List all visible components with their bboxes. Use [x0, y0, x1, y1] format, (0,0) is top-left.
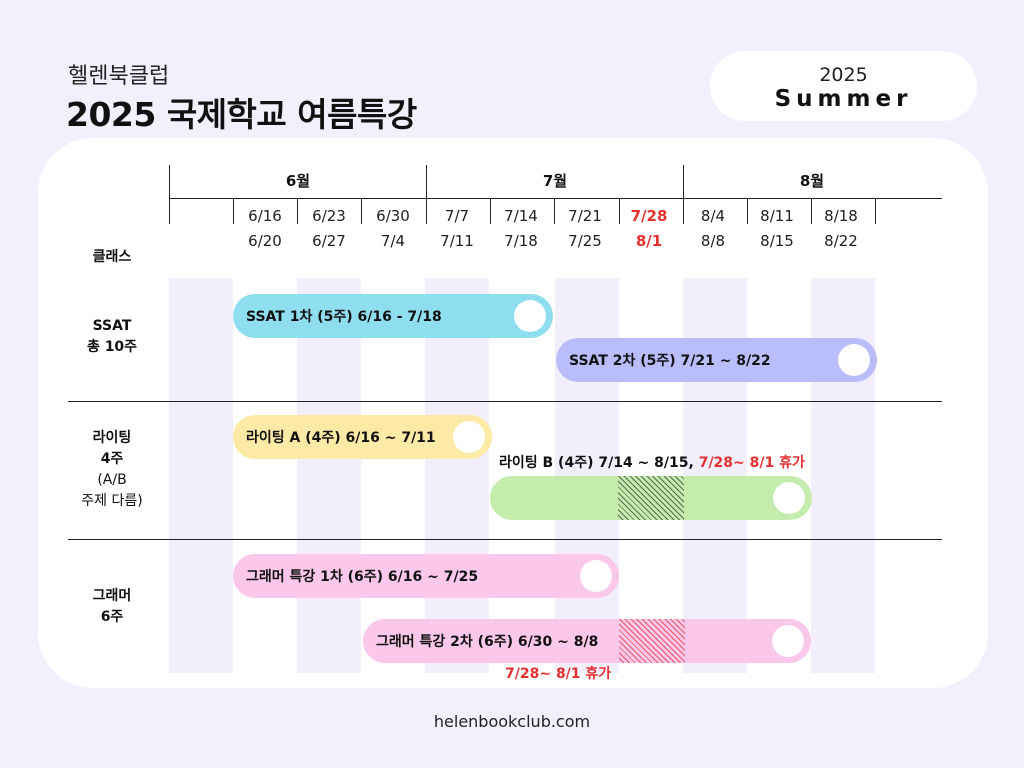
week-tick: [297, 198, 298, 224]
bar-end-dot: [580, 560, 612, 592]
row-label-ssat: SSAT 총 10주: [86, 318, 138, 355]
month-label: 8월: [799, 172, 825, 190]
writing-a-label: 라이팅 A (4주) 6/16 ~ 7/11: [246, 430, 436, 446]
grammar-1-label: 그래머 특강 1차 (6주) 6/16 ~ 7/25: [246, 569, 479, 585]
row-label-writing: 라이팅 4주 (A/B 주제 다름): [81, 430, 143, 509]
week-column-stripe: [297, 278, 361, 673]
page-title: 2025 국제학교 여름특강: [66, 95, 417, 134]
month-divider: [683, 165, 684, 224]
season-year: 2025: [819, 64, 868, 86]
row-divider: [68, 539, 942, 540]
week-range: 8/4 8/8: [700, 207, 726, 250]
bar-end-dot: [773, 482, 805, 514]
writing-b-label: 라이팅 B (4주) 7/14 ~ 8/15, 7/28~ 8/1 휴가: [499, 455, 805, 471]
grammar-2-label: 그래머 특강 2차 (6주) 6/30 ~ 8/8: [376, 634, 599, 650]
week-tick: [875, 198, 876, 224]
ssat-2-bar: SSAT 2차 (5주) 7/21 ~ 8/22: [556, 338, 877, 382]
bar-end-dot: [514, 300, 546, 332]
week-tick: [361, 198, 362, 224]
week-tick: [811, 198, 812, 224]
bar-end-dot: [453, 421, 485, 453]
writing-b-vacation-note: 7/28~ 8/1 휴가: [698, 455, 805, 471]
week-tick: [490, 198, 491, 224]
timeline-axis: [169, 198, 942, 199]
week-range: 6/16 6/20: [248, 207, 282, 250]
week-range: 6/30 7/4: [376, 207, 410, 250]
bar-end-dot: [772, 625, 804, 657]
writing-a-bar: 라이팅 A (4주) 6/16 ~ 7/11: [233, 415, 492, 459]
month-divider: [426, 165, 427, 224]
grammar-2-vacation-note: 7/28~ 8/1 휴가: [505, 666, 612, 682]
week-column-stripe: [169, 278, 233, 673]
week-range-vacation: 7/28 8/1: [630, 207, 668, 250]
week-tick: [619, 198, 620, 224]
week-tick: [747, 198, 748, 224]
row-divider: [68, 401, 942, 402]
month-divider: [169, 165, 170, 224]
week-column-stripe: [425, 278, 489, 673]
week-range: 6/23 6/27: [312, 207, 346, 250]
vacation-hatch: [619, 619, 685, 663]
month-label: 7월: [542, 172, 568, 190]
week-range: 7/21 7/25: [568, 207, 602, 250]
week-tick: [554, 198, 555, 224]
class-column-header: 클래스: [92, 249, 132, 265]
ssat-1-label: SSAT 1차 (5주) 6/16 - 7/18: [246, 309, 442, 325]
season-badge: 2025 Summer: [710, 51, 977, 121]
season-name: Summer: [774, 86, 913, 112]
week-range: 8/18 8/22: [824, 207, 858, 250]
ssat-1-bar: SSAT 1차 (5주) 6/16 - 7/18: [233, 294, 553, 338]
vacation-hatch: [618, 476, 684, 520]
brand-name: 헬렌북클럽: [68, 64, 170, 89]
footer-url: helenbookclub.com: [433, 712, 591, 731]
writing-b-bar: [490, 476, 812, 520]
week-tick: [233, 198, 234, 224]
grammar-2-bar: 그래머 특강 2차 (6주) 6/30 ~ 8/8: [363, 619, 811, 663]
grammar-1-bar: 그래머 특강 1차 (6주) 6/16 ~ 7/25: [233, 554, 619, 598]
row-label-grammar: 그래머 6주: [92, 588, 132, 625]
bar-end-dot: [838, 344, 870, 376]
week-range: 7/14 7/18: [504, 207, 538, 250]
week-range: 7/7 7/11: [440, 207, 474, 250]
week-range: 8/11 8/15: [760, 207, 794, 250]
month-label: 6월: [285, 172, 311, 190]
ssat-2-label: SSAT 2차 (5주) 7/21 ~ 8/22: [569, 353, 771, 369]
